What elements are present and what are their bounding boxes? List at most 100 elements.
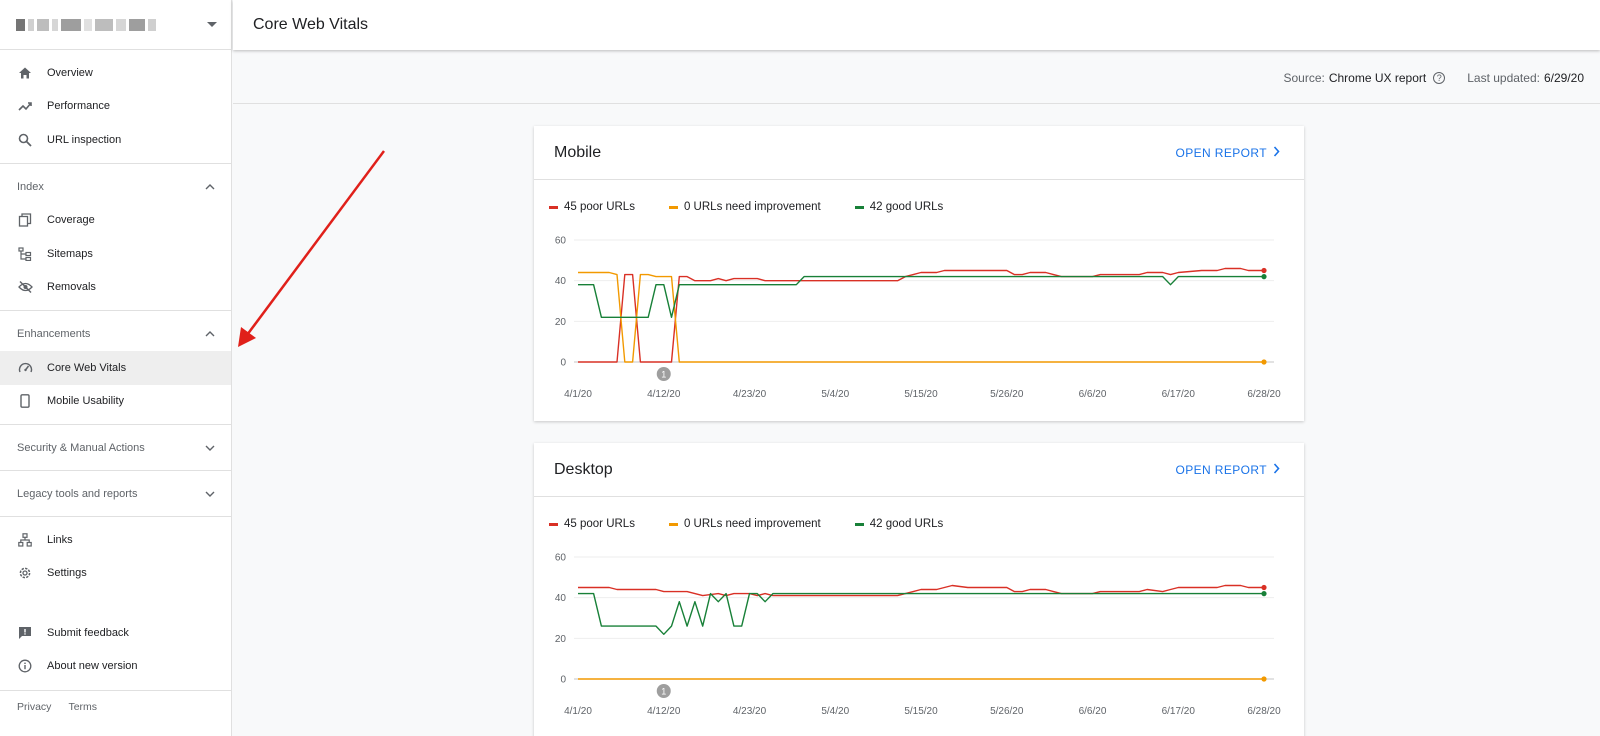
copy-icon xyxy=(17,212,33,228)
annotation-label: 1 xyxy=(661,687,666,697)
card-title: Desktop xyxy=(554,460,613,478)
source-value: Chrome UX report xyxy=(1328,70,1427,85)
page-title: Core Web Vitals xyxy=(253,16,369,33)
desktop-card: Desktop OPEN REPORT 45 poor URLs 0 URLs … xyxy=(534,443,1304,736)
privacy-link[interactable]: Privacy xyxy=(17,701,52,713)
x-tick-label: 6/28/20 xyxy=(1247,389,1281,400)
series-end-point xyxy=(1261,267,1267,274)
x-tick-label: 4/23/20 xyxy=(733,389,767,400)
terms-link[interactable]: Terms xyxy=(68,701,98,713)
sidebar-item-removals[interactable]: Removals xyxy=(0,271,231,305)
index-section-header[interactable]: Index xyxy=(0,170,231,204)
sidebar-item-label: Links xyxy=(47,533,73,546)
sidebar-item-coverage[interactable]: Coverage xyxy=(0,204,231,238)
caret-down-icon[interactable] xyxy=(207,22,217,27)
x-tick-label: 6/6/20 xyxy=(1079,389,1107,400)
gear-icon xyxy=(17,565,33,581)
bottom-nav: Links Settings xyxy=(0,517,231,596)
legend-item-needs-improvement[interactable]: 0 URLs need improvement xyxy=(668,196,821,218)
x-tick-label: 5/4/20 xyxy=(821,389,849,400)
desktop-chart: 0 20 40 60 4/1/20 4/12/20 4/23/20 5/4/20 5/15/20… xyxy=(534,535,1304,735)
sidebar-item-submit-feedback[interactable]: Submit feedback xyxy=(0,616,231,650)
x-tick-label: 4/1/20 xyxy=(564,389,592,400)
series-line xyxy=(578,267,1264,363)
sidebar-item-about-new-version[interactable]: About new version xyxy=(0,650,231,684)
series-end-point xyxy=(1261,274,1267,280)
links-icon xyxy=(17,532,33,548)
mobile-card: Mobile OPEN REPORT 45 poor URLs 0 URLs n… xyxy=(534,126,1304,421)
index-group: Index Coverage Sitemaps Removals xyxy=(0,164,231,311)
chevron-right-icon xyxy=(1273,462,1280,477)
x-tick-label: 6/17/20 xyxy=(1162,389,1196,400)
source-label: Source: xyxy=(1283,70,1325,85)
sidebar-item-label: Removals xyxy=(47,281,96,294)
sidebar-footer: Privacy Terms xyxy=(0,690,231,723)
x-tick-label: 4/23/20 xyxy=(733,706,767,717)
sidebar: Overview Performance URL inspection Inde… xyxy=(0,0,232,736)
series-line xyxy=(578,271,1264,363)
updated-value: 6/29/20 xyxy=(1543,70,1584,85)
card-title: Mobile xyxy=(554,143,602,161)
open-report-button[interactable]: OPEN REPORT xyxy=(1175,463,1280,477)
help-nav: Submit feedback About new version xyxy=(0,610,231,689)
help-icon[interactable]: ? xyxy=(1433,71,1446,84)
x-tick-label: 4/1/20 xyxy=(564,706,592,717)
series-end-point xyxy=(1261,359,1267,365)
y-tick-label: 0 xyxy=(560,675,566,686)
sidebar-item-label: About new version xyxy=(47,660,138,673)
sidebar-item-label: URL inspection xyxy=(47,133,122,146)
sidebar-item-overview[interactable]: Overview xyxy=(0,56,231,90)
sidebar-item-label: Coverage xyxy=(47,214,95,227)
chevron-down-icon xyxy=(205,489,215,499)
sidebar-item-label: Submit feedback xyxy=(47,626,129,639)
legend-item-good[interactable]: 42 good URLs xyxy=(854,196,943,218)
y-tick-label: 0 xyxy=(560,358,566,369)
x-tick-label: 5/15/20 xyxy=(904,389,938,400)
sidebar-item-label: Mobile Usability xyxy=(47,395,125,408)
enhancements-section-header[interactable]: Enhancements xyxy=(0,317,231,351)
y-tick-label: 40 xyxy=(555,593,567,604)
series-end-point xyxy=(1261,591,1267,597)
home-icon xyxy=(17,65,33,81)
sidebar-item-performance[interactable]: Performance xyxy=(0,90,231,124)
legend-item-poor[interactable]: 45 poor URLs xyxy=(549,513,635,535)
sidebar-item-url-inspection[interactable]: URL inspection xyxy=(0,123,231,157)
chevron-up-icon xyxy=(205,182,215,192)
source-bar: Source: Chrome UX report ? Last updated:… xyxy=(233,52,1600,104)
sidebar-item-label: Core Web Vitals xyxy=(47,361,127,374)
sidebar-item-sitemaps[interactable]: Sitemaps xyxy=(0,237,231,271)
y-tick-label: 20 xyxy=(555,634,567,645)
property-name-blurred xyxy=(16,18,197,32)
sitemap-icon xyxy=(17,246,33,262)
trending-up-icon xyxy=(17,98,33,114)
x-tick-label: 6/17/20 xyxy=(1162,706,1196,717)
legend-swatch xyxy=(668,205,678,209)
series-end-point xyxy=(1261,676,1267,682)
search-icon xyxy=(17,132,33,148)
x-tick-label: 6/6/20 xyxy=(1079,706,1107,717)
card-header: Desktop OPEN REPORT xyxy=(534,443,1304,497)
mobile-chart-svg: 0 20 40 60 4/1/20 4/12/20 4/23/20 5/4/20 5/15/20… xyxy=(555,236,1281,401)
chart-legend: 45 poor URLs 0 URLs need improvement 42 … xyxy=(534,180,1304,218)
legend-item-good[interactable]: 42 good URLs xyxy=(854,513,943,535)
sidebar-item-settings[interactable]: Settings xyxy=(0,557,231,591)
speedometer-icon xyxy=(17,360,33,376)
sidebar-item-mobile-usability[interactable]: Mobile Usability xyxy=(0,385,231,419)
info-icon xyxy=(17,658,33,674)
mobile-chart: 0 20 40 60 4/1/20 4/12/20 4/23/20 5/4/20 5/15/20… xyxy=(534,218,1304,418)
annotation-marker xyxy=(656,367,671,381)
sidebar-item-core-web-vitals[interactable]: Core Web Vitals xyxy=(0,351,231,385)
sidebar-item-links[interactable]: Links xyxy=(0,523,231,557)
property-selector[interactable] xyxy=(0,0,231,50)
legacy-section-header[interactable]: Legacy tools and reports xyxy=(0,471,231,517)
legend-item-poor[interactable]: 45 poor URLs xyxy=(549,196,635,218)
smartphone-icon xyxy=(17,393,33,409)
open-report-button[interactable]: OPEN REPORT xyxy=(1175,146,1280,160)
legend-item-needs-improvement[interactable]: 0 URLs need improvement xyxy=(668,513,821,535)
top-bar: Core Web Vitals xyxy=(233,0,1600,50)
annotation-marker xyxy=(656,684,671,698)
legend-swatch xyxy=(854,522,864,526)
x-tick-label: 4/12/20 xyxy=(647,389,681,400)
y-tick-label: 20 xyxy=(555,317,567,328)
security-section-header[interactable]: Security & Manual Actions xyxy=(0,425,231,471)
